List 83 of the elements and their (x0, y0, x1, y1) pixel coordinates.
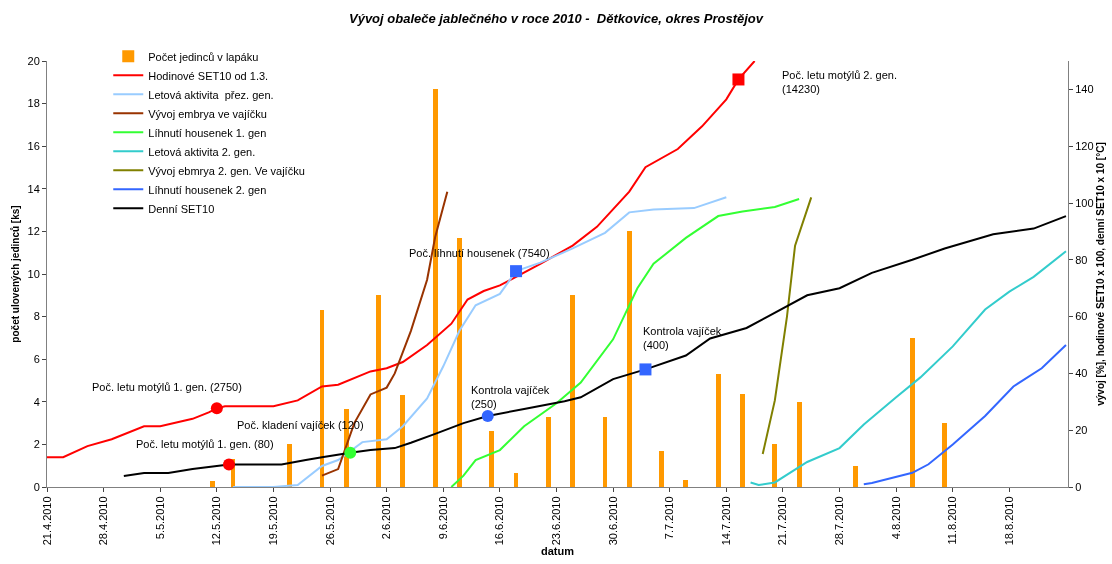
chart-title: Vývoj obaleče jablečného v roce 2010 - Dětkovice, okres Prostějov (348, 11, 764, 27)
y-tick-label: 20 (27, 54, 40, 67)
legend-label: Počet jedinců v lapáku (148, 50, 259, 63)
line-series (761, 196, 813, 456)
x-tick-label: 19.5.2010 (267, 496, 280, 546)
legend-label: Líhnutí housenek 2. gen (148, 183, 267, 196)
bar (603, 417, 607, 487)
legend-label: Líhnutí housenek 1. gen (148, 126, 267, 139)
bar (570, 295, 575, 487)
legend-label: Denní SET10 (148, 202, 215, 215)
y-tick-label: 6 (33, 353, 40, 366)
y2-tick-label: 20 (1075, 424, 1088, 437)
y-tick-label: 16 (27, 140, 40, 153)
point (210, 402, 223, 415)
y2-tick-label: 0 (1075, 480, 1082, 493)
annotation: Kontrola vajíček (250) (471, 384, 550, 411)
bar (627, 231, 632, 487)
y-tick-label: 4 (33, 395, 40, 408)
x-tick-label: 26.5.2010 (323, 496, 336, 546)
x-tick-label: 21.7.2010 (776, 496, 789, 546)
y2-tick-label: 140 (1075, 83, 1094, 96)
x-tick-label: 30.6.2010 (606, 496, 619, 546)
point (222, 458, 235, 471)
x-tick-label: 16.6.2010 (493, 496, 506, 546)
bar (659, 451, 664, 487)
bar (942, 423, 947, 487)
bar (514, 473, 518, 487)
y-tick-label: 8 (33, 310, 40, 323)
y2-tick-label: 100 (1075, 196, 1094, 209)
legend-label: Letová aktivita přez. gen. (148, 88, 274, 101)
legend-label: Vývoj embrya ve vajíčku (148, 107, 267, 120)
x-tick-label: 28.4.2010 (97, 496, 110, 546)
line-series (47, 61, 756, 459)
y-tick-label: 14 (27, 182, 40, 195)
y2-tick-label: 120 (1075, 140, 1094, 153)
bar (797, 402, 802, 487)
point (510, 265, 523, 278)
bar (376, 295, 381, 487)
x-tick-label: 21.4.2010 (40, 496, 53, 546)
bar (853, 466, 858, 487)
point (344, 446, 357, 459)
line-series (749, 250, 1067, 487)
bar (287, 444, 292, 487)
y-tick-label: 2 (33, 438, 40, 451)
legend-label: Letová aktivita 2. gen. (148, 145, 256, 158)
bar (210, 481, 215, 487)
line-series (862, 344, 1067, 486)
legend-label: Vývoj ebmrya 2. gen. Ve vajíčku (148, 164, 305, 177)
bar (716, 374, 721, 487)
y-tick-label: 0 (33, 480, 40, 493)
x-tick-label: 11.8.2010 (946, 496, 959, 545)
legend-label: Hodinové SET10 od 1.3. (148, 69, 269, 82)
x-tick-label: 23.6.2010 (550, 496, 563, 546)
bar (400, 395, 405, 487)
x-tick-label: 7.7.2010 (663, 496, 676, 540)
y2-tick-label: 80 (1075, 253, 1088, 266)
bar (546, 417, 551, 487)
x-tick-label: 2.6.2010 (380, 496, 393, 540)
point (639, 363, 652, 376)
bar (910, 338, 915, 487)
x-tick-label: 9.6.2010 (436, 496, 449, 540)
x-tick-label: 12.5.2010 (210, 496, 223, 546)
x-tick-label: 5.5.2010 (153, 496, 166, 540)
y2-axis-title: vývoj [%], hodinové SET10 x 100, denní SET10 x 10 [°C] (1095, 142, 1107, 406)
x-tick-label: 18.8.2010 (1002, 496, 1015, 546)
y-tick-label: 10 (27, 267, 40, 280)
annotation: Poč. letu motýlů 1. gen. (80) (136, 438, 274, 450)
bar (489, 431, 494, 487)
x-tick-label: 28.7.2010 (833, 496, 846, 546)
y-tick-label: 18 (27, 97, 40, 110)
y2-tick-label: 60 (1075, 310, 1088, 323)
annotation: Poč. letu motýlů 1. gen. (2750) (92, 381, 242, 393)
x-tick-label: 4.8.2010 (889, 496, 902, 540)
x-axis-title: datum (541, 545, 575, 558)
y-axis-title: počet ulovených jedinců [ks] (9, 205, 21, 343)
annotation: Kontrola vajíček (400) (643, 325, 722, 352)
bar (740, 394, 745, 487)
bar (772, 444, 777, 487)
annotation: Poč. letu motýlů 2. gen. (14230) (782, 69, 897, 96)
y-tick-label: 12 (27, 225, 40, 238)
bar (683, 480, 688, 487)
x-tick-label: 14.7.2010 (719, 496, 732, 546)
y2-tick-label: 40 (1075, 367, 1088, 380)
